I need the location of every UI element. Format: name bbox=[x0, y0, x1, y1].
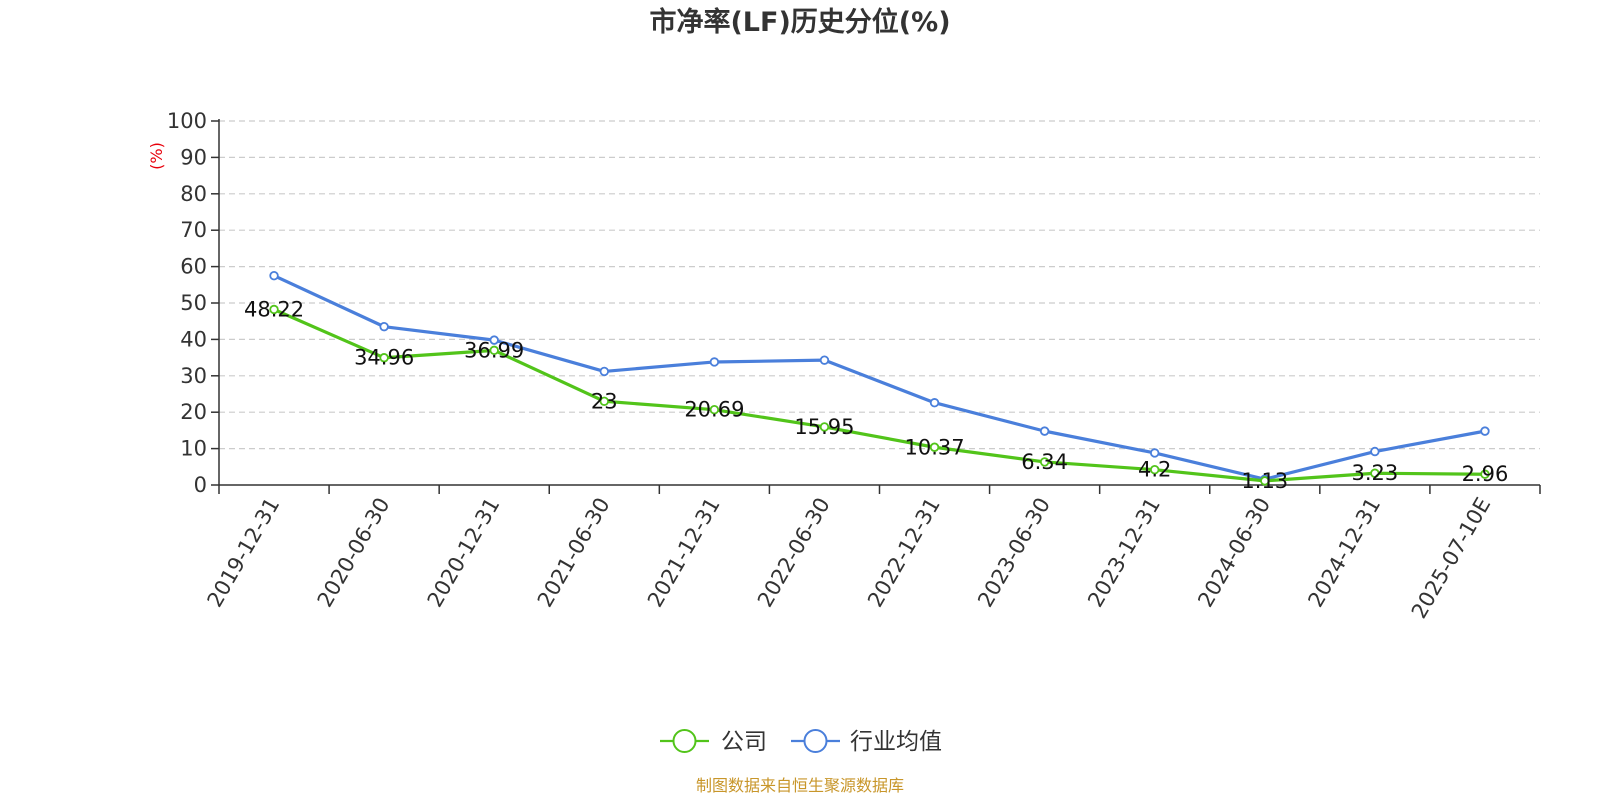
data-label-2022-06-30: 15.95 bbox=[794, 415, 854, 439]
data-labels: 48.22 34.96 36.99 23 20.69 15.95 10.37 6.34 4.2 1… bbox=[244, 297, 1508, 492]
y-tick-label-10: 10 bbox=[180, 437, 207, 461]
data-label-2023-12-31: 4.2 bbox=[1138, 458, 1171, 482]
point-行业均值-2021-06-30 bbox=[599, 366, 609, 377]
point-行业均值-2023-12-31 bbox=[1150, 448, 1160, 458]
legend-item-行业均值[interactable]: 行业均值 bbox=[791, 729, 942, 755]
y-tick-label-50: 50 bbox=[180, 291, 207, 315]
chart-title: 市净率(LF)历史分位(%) bbox=[649, 6, 950, 38]
y-tick-label-100: 100 bbox=[167, 109, 207, 133]
x-tick-label-2023-06-30: 2023-06-30 bbox=[973, 494, 1055, 612]
y-tick-label-30: 30 bbox=[180, 364, 207, 388]
legend-label-行业均值: 行业均值 bbox=[850, 729, 942, 755]
x-tick-label-2024-12-31: 2024-12-31 bbox=[1303, 494, 1385, 612]
x-tick-label-2020-06-30: 2020-06-30 bbox=[313, 494, 395, 612]
axes bbox=[218, 119, 1540, 486]
y-tick-label-90: 90 bbox=[180, 145, 207, 169]
point-行业均值-2023-06-30 bbox=[1039, 426, 1050, 436]
legend[interactable]: 公司 行业均值 bbox=[660, 729, 942, 755]
series-line-公司 bbox=[273, 308, 1485, 483]
point-行业均值-2020-06-30 bbox=[379, 321, 389, 332]
point-行业均值-2020-12-31 bbox=[489, 335, 499, 345]
point-公司-2024-12-31 bbox=[1370, 468, 1380, 478]
point-公司-2024-06-30 bbox=[1260, 476, 1270, 486]
point-公司-2023-12-31 bbox=[1150, 465, 1160, 475]
x-tick-label-2024-06-30: 2024-06-30 bbox=[1193, 494, 1275, 612]
legend-marker-行业均值 bbox=[803, 729, 828, 753]
y-tick-label-20: 20 bbox=[180, 400, 207, 424]
point-公司-2020-12-31 bbox=[489, 345, 499, 356]
point-公司-2023-06-30 bbox=[1039, 457, 1050, 467]
x-tick-label-2021-12-31: 2021-12-31 bbox=[643, 494, 725, 612]
x-tick-label-2025-07-10E: 2025-07-10E bbox=[1407, 494, 1495, 623]
x-tick-label-2022-06-30: 2022-06-30 bbox=[753, 494, 835, 612]
x-tick-label-2023-12-31: 2023-12-31 bbox=[1083, 494, 1165, 612]
point-行业均值-2019-12-31 bbox=[269, 271, 279, 281]
data-label-2024-12-31: 3.23 bbox=[1351, 461, 1398, 485]
data-label-2025-07-10E: 2.96 bbox=[1462, 462, 1509, 486]
data-label-2020-06-30: 34.96 bbox=[354, 346, 414, 370]
y-tick-label-80: 80 bbox=[180, 182, 207, 206]
data-label-2019-12-31: 48.22 bbox=[244, 297, 304, 321]
data-label-2023-06-30: 6.34 bbox=[1021, 450, 1068, 474]
series-line-行业均值 bbox=[273, 274, 1486, 481]
point-行业均值-2022-06-30 bbox=[819, 355, 830, 365]
y-tick-label-70: 70 bbox=[180, 218, 207, 242]
x-tick-label-2021-06-30: 2021-06-30 bbox=[533, 494, 615, 612]
data-label-2024-06-30: 1.13 bbox=[1241, 469, 1288, 493]
data-label-2021-06-30: 23 bbox=[591, 389, 618, 413]
y-axis-ticks: 0 10 20 30 40 50 60 70 80 90 100 bbox=[167, 109, 219, 497]
point-公司-2022-12-31 bbox=[929, 442, 940, 452]
y-tick-label-40: 40 bbox=[180, 327, 207, 351]
y-tick-label-60: 60 bbox=[180, 255, 207, 279]
point-行业均值-2024-12-31 bbox=[1370, 446, 1380, 457]
point-公司-2021-06-30 bbox=[599, 396, 609, 406]
point-公司-2021-12-31 bbox=[709, 404, 720, 415]
point-公司-2020-06-30 bbox=[379, 353, 389, 363]
point-行业均值-2021-12-31 bbox=[709, 357, 720, 367]
series-layer bbox=[269, 271, 1490, 486]
data-label-2021-12-31: 20.69 bbox=[684, 398, 744, 422]
source-note: 制图数据来自恒生聚源数据库 bbox=[696, 776, 904, 795]
x-tick-label-2019-12-31: 2019-12-31 bbox=[203, 494, 285, 612]
x-tick-label-2022-12-31: 2022-12-31 bbox=[863, 494, 945, 612]
x-axis-ticks: 2019-12-31 2020-06-30 2020-12-31 2021-06-30… bbox=[203, 485, 1541, 623]
y-axis-label: (%) bbox=[147, 142, 166, 170]
point-行业均值-2025-07-10E bbox=[1480, 426, 1490, 436]
point-行业均值-2022-12-31 bbox=[929, 398, 940, 408]
grid-lines bbox=[219, 120, 1540, 450]
data-label-2022-12-31: 10.37 bbox=[904, 435, 964, 459]
point-公司-2019-12-31 bbox=[269, 304, 279, 315]
legend-marker-公司 bbox=[672, 729, 697, 753]
y-tick-label-0: 0 bbox=[194, 473, 207, 497]
data-label-2020-12-31: 36.99 bbox=[464, 338, 524, 362]
legend-item-公司[interactable]: 公司 bbox=[660, 729, 767, 755]
point-公司-2022-06-30 bbox=[819, 422, 830, 432]
point-公司-2025-07-10E bbox=[1480, 469, 1490, 479]
legend-label-公司: 公司 bbox=[721, 729, 767, 755]
x-tick-label-2020-12-31: 2020-12-31 bbox=[423, 494, 505, 612]
